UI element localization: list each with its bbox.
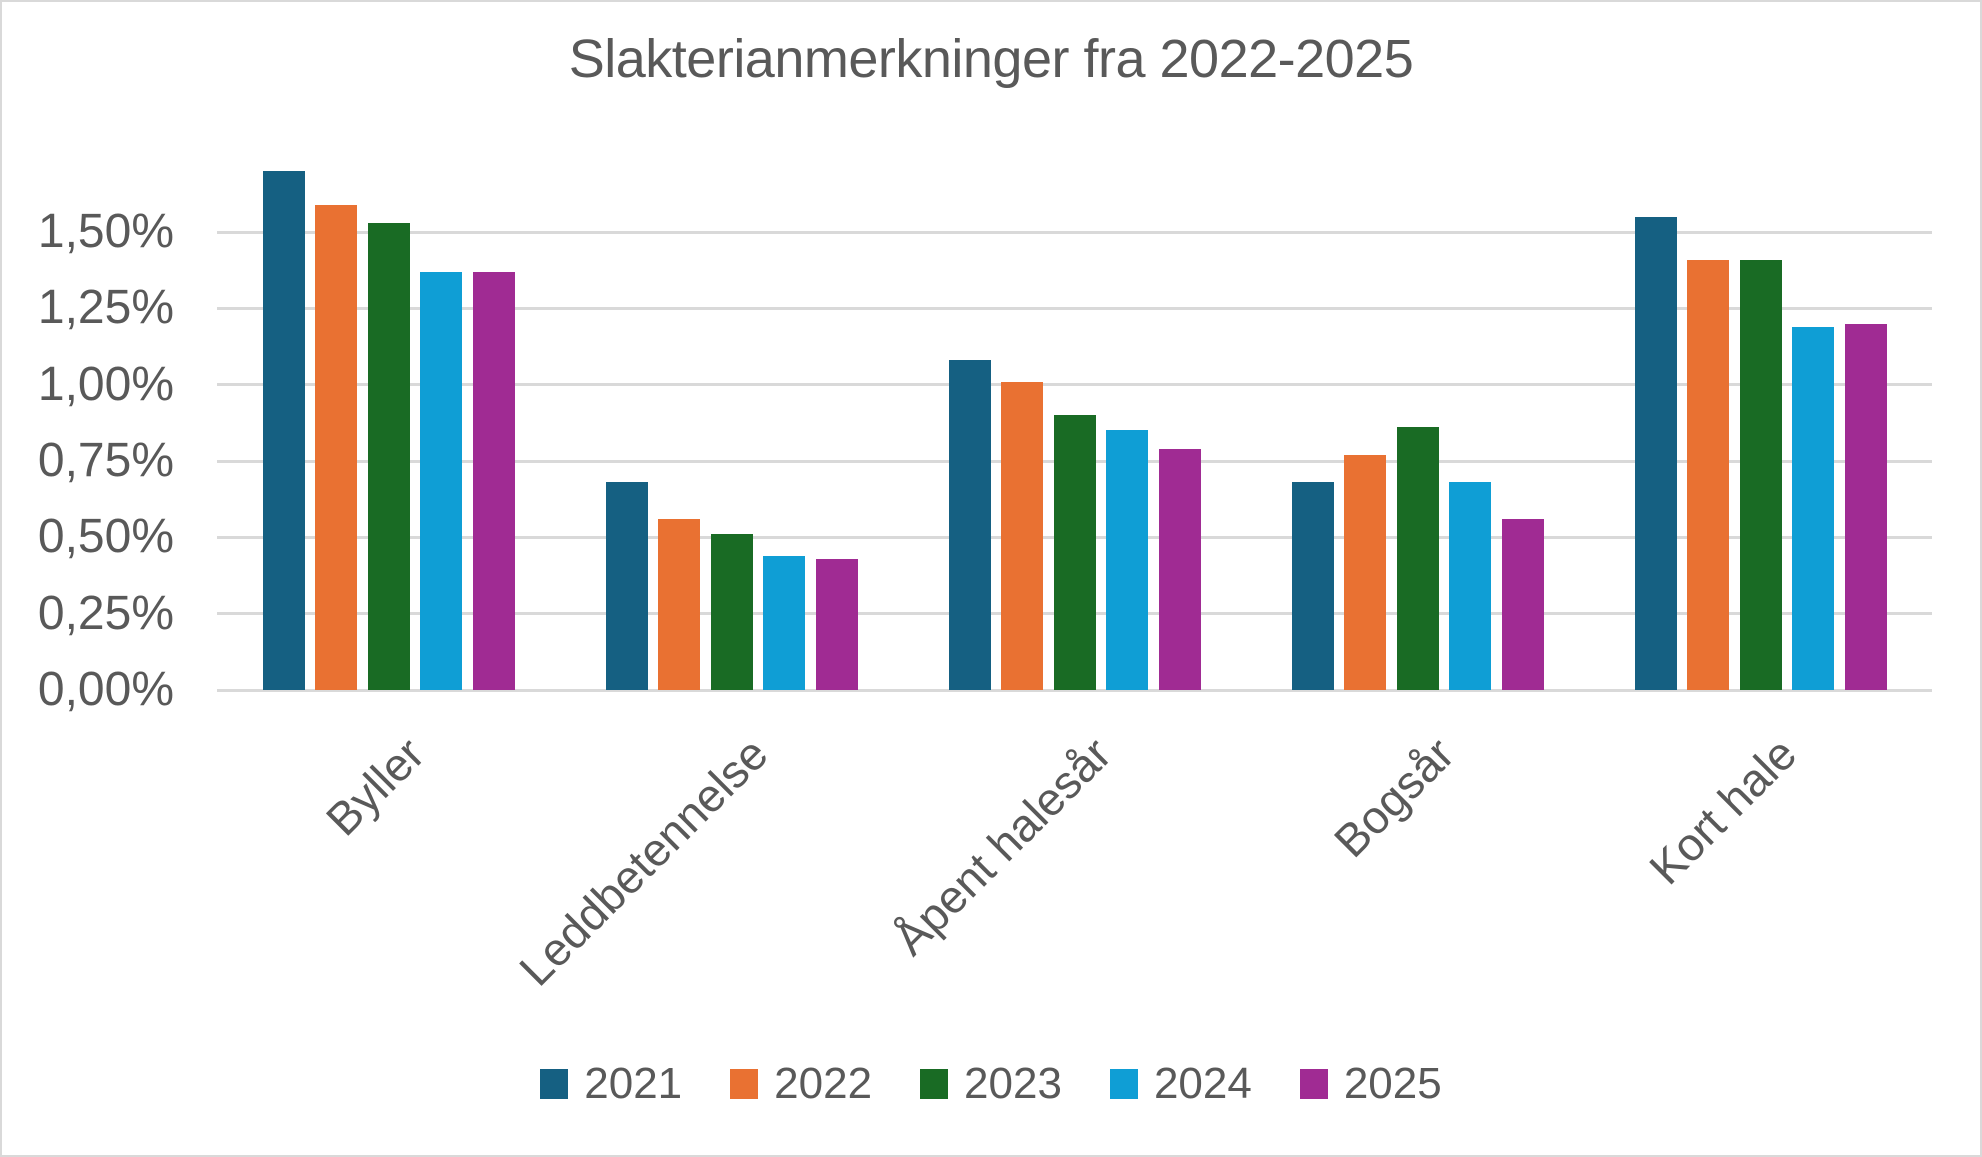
bar-2024-leddbetennelse [763, 555, 805, 690]
bar-2022-leddbetennelse [658, 519, 700, 690]
bar-2024-byller [420, 271, 462, 690]
y-tick-label-0,75%: 0,75% [37, 434, 174, 488]
bar-2024-bogs-r [1449, 482, 1491, 690]
gridline-1,00% [217, 383, 1932, 387]
legend-swatch-2024 [1109, 1069, 1138, 1099]
legend-item-2021: 2021 [540, 1059, 682, 1109]
legend-item-2022: 2022 [730, 1059, 872, 1109]
y-tick-label-0,25%: 0,25% [37, 586, 174, 640]
y-tick-label-1,50%: 1,50% [37, 205, 174, 259]
y-tick-label-0,00%: 0,00% [37, 663, 174, 716]
gridline-1,25% [217, 306, 1932, 310]
gridline-1,50% [217, 230, 1932, 234]
bar-2022--pent-hales-r [1001, 381, 1043, 690]
legend-swatch-2021 [540, 1069, 569, 1099]
category-label-anchor-bogs-r: Bogsår [1282, 727, 1464, 867]
x-axis-line [217, 688, 1932, 692]
legend-swatch-2023 [920, 1069, 949, 1099]
chart-title: Slakterianmerkninger fra 2022-2025 [568, 29, 1414, 89]
category-label-anchor-leddbetennelse: Leddbetennelse [414, 727, 777, 995]
category-label--pent-hales-r: Åpent halesår [883, 727, 1121, 965]
legend-label-2025: 2025 [1343, 1059, 1442, 1108]
bar-2025-kort-hale [1844, 323, 1887, 690]
y-tick-label-0,50%: 0,50% [37, 510, 174, 564]
legend-label-2022: 2022 [774, 1059, 873, 1108]
bar-2023-leddbetennelse [710, 534, 753, 690]
bar-2023-kort-hale [1739, 259, 1782, 690]
legend-item-2024: 2024 [1109, 1059, 1252, 1109]
bar-2024--pent-hales-r [1106, 430, 1148, 690]
bar-2021--pent-hales-r [948, 360, 991, 690]
bar-2022-kort-hale [1687, 259, 1729, 690]
legend: 2021 2022 2023 2024 2025 [2, 1059, 1980, 1109]
bar-2023--pent-hales-r [1053, 415, 1096, 690]
legend-swatch-2022 [730, 1069, 759, 1099]
legend-swatch-2025 [1299, 1069, 1328, 1099]
category-label-leddbetennelse: Leddbetennelse [509, 727, 778, 996]
bar-2022-bogs-r [1344, 454, 1386, 690]
bar-2021-bogs-r [1291, 482, 1334, 690]
bar-2021-leddbetennelse [605, 482, 648, 690]
legend-item-2025: 2025 [1299, 1059, 1442, 1109]
legend-label-2023: 2023 [964, 1059, 1062, 1108]
bar-2021-byller [262, 170, 305, 690]
bar-2022-byller [315, 204, 357, 690]
legend-label-2024: 2024 [1153, 1059, 1252, 1108]
category-label-anchor-kort-hale: Kort hale [1586, 727, 1807, 894]
bar-2023-byller [367, 222, 410, 690]
bar-2021-kort-hale [1634, 216, 1677, 690]
y-tick-label-1,25%: 1,25% [37, 281, 174, 335]
category-label-kort-hale: Kort hale [1639, 727, 1807, 895]
legend-item-2023: 2023 [920, 1059, 1062, 1109]
bar-2025--pent-hales-r [1158, 448, 1201, 690]
bar-2023-bogs-r [1396, 427, 1439, 690]
bar-2024-kort-hale [1792, 326, 1834, 690]
bar-2025-byller [472, 271, 515, 690]
category-label-anchor--pent-hales-r: Åpent halesår [801, 727, 1120, 964]
y-tick-label-1,00%: 1,00% [37, 357, 174, 411]
category-label-bogs-r: Bogsår [1323, 727, 1464, 868]
category-label-anchor-byller: Byller [283, 727, 434, 845]
bar-2025-leddbetennelse [815, 558, 858, 690]
legend-label-2021: 2021 [584, 1059, 683, 1108]
bar-2025-bogs-r [1501, 519, 1544, 690]
